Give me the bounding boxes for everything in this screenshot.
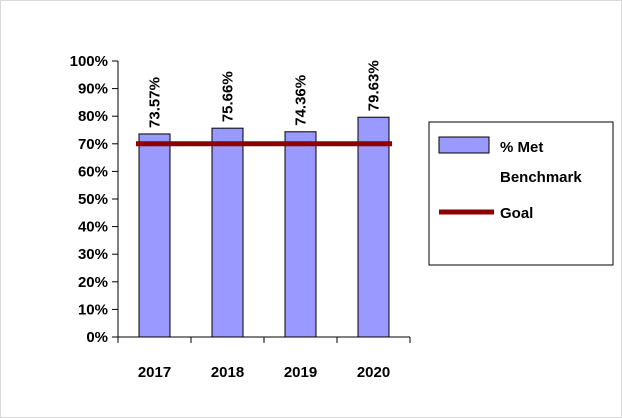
y-tick-label-90: 90%	[78, 81, 108, 98]
bar-2020	[357, 116, 390, 338]
legend-label-met-line1: % Met	[500, 139, 543, 156]
legend-swatch-bar	[438, 136, 490, 154]
x-tick-label-2018: 2018	[211, 364, 244, 381]
bar-2018	[211, 127, 244, 338]
y-tick-label-50: 50%	[78, 191, 108, 208]
legend-label-met-line2: Benchmark	[500, 169, 582, 186]
bar-2017	[138, 133, 171, 338]
bar-2019	[284, 131, 317, 338]
y-tick-label-60: 60%	[78, 163, 108, 180]
y-tick-label-40: 40%	[78, 219, 108, 236]
y-tick-label-30: 30%	[78, 246, 108, 263]
y-tick-label-80: 80%	[78, 108, 108, 125]
data-label-2020: 79.63%	[366, 60, 383, 111]
data-label-2018: 75.66%	[220, 71, 237, 122]
x-tick-label-2017: 2017	[138, 364, 171, 381]
y-tick-label-70: 70%	[78, 136, 108, 153]
plot-area: 0% 10% 20% 30% 40% 50% 60% 70% 80% 90% 100% 2017 73.…	[70, 53, 411, 381]
y-tick-label-10: 10%	[78, 301, 108, 318]
legend: % Met Benchmark Goal	[428, 121, 614, 266]
legend-label-goal: Goal	[500, 205, 533, 222]
data-label-2019: 74.36%	[293, 75, 310, 126]
data-label-2017: 73.57%	[147, 77, 164, 128]
x-tick-label-2020: 2020	[357, 364, 390, 381]
y-tick-label-0: 0%	[86, 329, 108, 346]
x-tick-label-2019: 2019	[284, 364, 317, 381]
y-tick-label-20: 20%	[78, 274, 108, 291]
y-tick-label-100: 100%	[70, 53, 108, 70]
